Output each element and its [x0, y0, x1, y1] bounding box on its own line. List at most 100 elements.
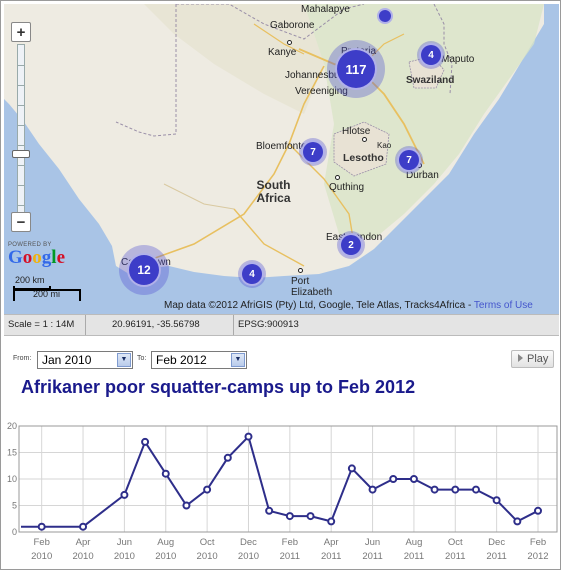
series-line — [21, 434, 539, 528]
plot-border — [18, 425, 558, 533]
map-view[interactable]: Mahalapye Gaborone Kanye Pretoria Johann… — [4, 4, 559, 314]
powered-by-text: POWERED BY — [8, 242, 52, 248]
label-swaziland: Swaziland — [406, 75, 455, 86]
data-point — [265, 506, 274, 515]
dot-quthing — [335, 175, 340, 180]
zoom-slider-track[interactable] — [17, 44, 25, 214]
y-tick-label: 0 — [12, 527, 17, 537]
y-tick-label: 15 — [7, 448, 17, 458]
cluster-marker-top[interactable] — [377, 8, 393, 24]
to-date-select[interactable]: Feb 2012 ▼ — [151, 351, 247, 369]
play-button[interactable]: Play — [511, 350, 554, 368]
x-tick-label-year: 2010 — [72, 551, 93, 562]
date-range-controls: From: Jan 2010 ▼ To: Feb 2012 ▼ Play — [4, 346, 559, 376]
series-points — [37, 432, 542, 531]
data-point — [161, 469, 170, 478]
y-tick-label: 5 — [12, 501, 17, 511]
label-kao: Kao — [377, 141, 392, 150]
chart-x-axis: Feb 2010 Apr 2010 Jun 2010 Aug 2010 Oct 2010 Dec 20… — [31, 537, 548, 562]
x-tick-label-year: 2011 — [321, 551, 341, 562]
data-point — [141, 437, 150, 446]
google-wordmark: Google — [8, 247, 65, 268]
google-logo[interactable]: POWERED BY Google — [8, 242, 78, 268]
cluster-marker-cape-town[interactable]: 12 — [119, 245, 169, 295]
cluster-marker-pretoria[interactable]: 117 — [327, 40, 385, 98]
x-tick-label-year: 2010 — [155, 551, 176, 562]
chart-title: Afrikaner poor squatter-camps up to Feb … — [21, 377, 416, 397]
label-bloemfontein: Bloemfontein — [256, 141, 315, 152]
cluster-marker-swaziland[interactable]: 4 — [417, 41, 445, 69]
data-point — [492, 496, 501, 505]
scale-mi-label: 200 mi — [33, 289, 61, 299]
x-tick-label-year: 2011 — [404, 551, 424, 562]
terms-of-use-link[interactable]: Terms of Use — [473, 300, 533, 311]
from-date-value: Jan 2010 — [42, 353, 92, 367]
data-point — [347, 464, 356, 473]
to-date-value: Feb 2012 — [156, 353, 207, 367]
map-attribution: Map data ©2012 AfriGIS (Pty) Ltd, Google… — [164, 300, 533, 311]
x-tick-label-month: Jun — [117, 537, 132, 548]
data-point — [306, 512, 315, 521]
label-kanye: Kanye — [268, 47, 297, 58]
dot-kanye — [287, 40, 292, 45]
y-tick-label: 20 — [7, 421, 17, 431]
data-point — [327, 517, 336, 526]
data-point — [79, 522, 88, 531]
play-icon — [518, 354, 523, 362]
map-status-bar: Scale = 1 : 14M 20.96191, -35.56798 EPSG… — [4, 314, 559, 336]
line-chart: 0 5 10 15 20 Feb 2010 Apr 2010 Jun 2010 Aug 2010 Oct… — [7, 421, 558, 562]
x-tick-label-month: Dec — [240, 537, 257, 548]
x-tick-label-year: 2011 — [445, 551, 465, 562]
label-gaborone: Gaborone — [270, 20, 315, 31]
x-tick-label-month: Aug — [157, 537, 174, 548]
data-point — [451, 485, 460, 494]
label-south-africa: South Africa — [256, 178, 291, 205]
scale-km-label: 200 km — [15, 275, 45, 285]
x-tick-label-month: Feb — [530, 537, 546, 548]
label-durban: Durban — [406, 170, 439, 181]
x-tick-label-month: Oct — [448, 537, 463, 548]
chevron-down-icon: ▼ — [117, 353, 131, 367]
data-point — [285, 512, 294, 521]
cluster-marker-durban[interactable]: 7 — [395, 146, 423, 174]
to-label: To: — [137, 355, 147, 362]
data-point — [534, 506, 542, 515]
label-hlotse: Hlotse — [342, 126, 371, 137]
attribution-text: Map data ©2012 AfriGIS (Pty) Ltd, Google… — [164, 300, 474, 311]
x-tick-label-year: 2011 — [362, 551, 382, 562]
x-tick-label-month: Feb — [282, 537, 298, 548]
x-tick-label-month: Apr — [76, 537, 91, 548]
x-tick-label-year: 2010 — [238, 551, 259, 562]
cluster-marker-bloemfontein[interactable]: 7 — [299, 138, 327, 166]
label-quthing: Quthing — [329, 182, 365, 193]
from-date-select[interactable]: Jan 2010 ▼ — [37, 351, 133, 369]
data-point — [244, 432, 253, 441]
from-label: From: — [13, 355, 32, 362]
x-tick-label-month: Oct — [200, 537, 215, 548]
label-maputo: Maputo — [441, 54, 475, 65]
cluster-marker-port-elizabeth[interactable]: 4 — [238, 260, 266, 288]
data-point — [368, 485, 377, 494]
cluster-marker-east-london[interactable]: 2 — [337, 231, 365, 259]
scale-readout: Scale = 1 : 14M — [4, 315, 86, 335]
projection-readout: EPSG:900913 — [238, 319, 299, 330]
zoom-out-button[interactable]: − — [11, 212, 31, 232]
zoom-in-button[interactable]: + — [11, 22, 31, 42]
play-label: Play — [527, 353, 549, 365]
x-tick-label-year: 2010 — [31, 551, 52, 562]
label-port-elizabeth: Port Elizabeth — [291, 276, 333, 298]
dot-hlotse — [362, 137, 367, 142]
label-johannesburg: Johannesburg — [285, 70, 349, 81]
x-tick-label-year: 2012 — [527, 551, 548, 562]
data-point — [471, 485, 480, 494]
zoom-slider-handle[interactable] — [12, 150, 30, 158]
data-point — [223, 453, 232, 462]
dot-port-elizabeth — [298, 268, 303, 273]
chart-y-axis: 0 5 10 15 20 — [7, 421, 17, 537]
zoom-control: + − — [11, 22, 33, 237]
coordinate-readout: 20.96191, -35.56798 — [108, 315, 234, 335]
x-tick-label-month: Apr — [324, 537, 339, 548]
x-tick-label-month: Aug — [405, 537, 422, 548]
label-lesotho: Lesotho — [343, 152, 384, 164]
